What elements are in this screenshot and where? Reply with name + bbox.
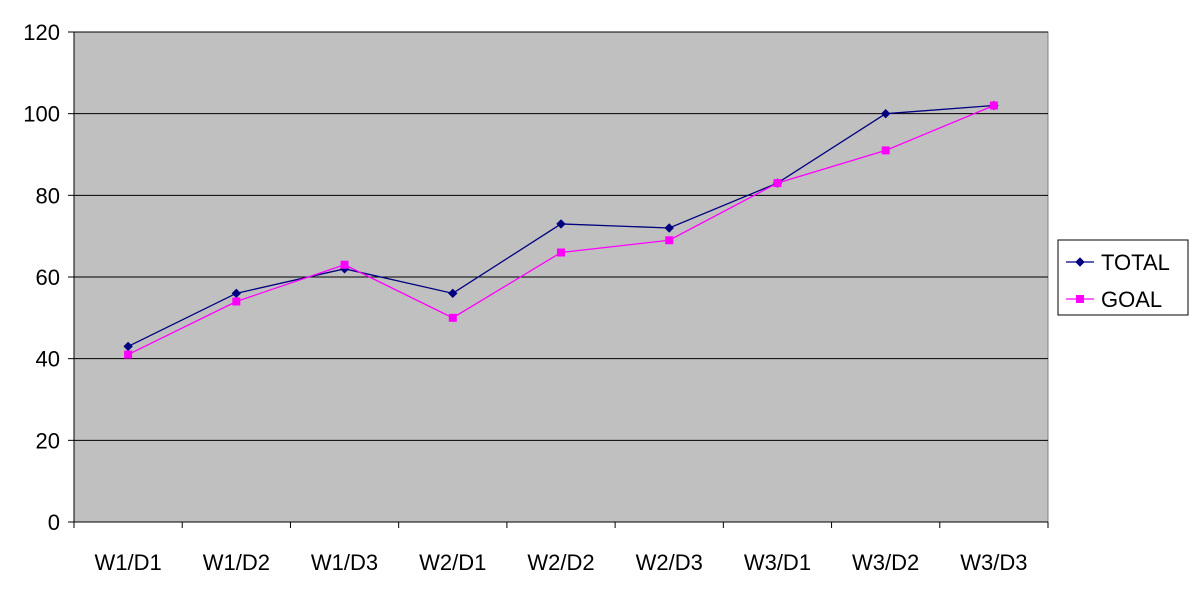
legend-marker-goal (1076, 295, 1084, 303)
x-axis-ticks: W1/D1 W1/D2 W1/D3 W2/D1 W2/D2 W2/D3 W3/D1 W3/D2… (73, 522, 1049, 575)
x-tick-label: W1/D3 (311, 550, 378, 575)
data-point-goal (557, 248, 565, 257)
series-group (123, 100, 999, 359)
x-tick-label: W3/D2 (852, 550, 919, 575)
legend-marker-total (1075, 257, 1085, 267)
data-point-goal (881, 146, 890, 155)
data-point-goal (448, 313, 457, 322)
x-tick-label: W3/D1 (744, 550, 811, 575)
data-point-goal (665, 236, 674, 245)
y-tick-label: 20 (36, 428, 60, 453)
legend: TOTAL GOAL (1057, 239, 1189, 316)
x-tick-label: W2/D1 (419, 550, 486, 575)
legend-item-total: TOTAL (1066, 250, 1170, 275)
x-tick-label: W1/D1 (94, 550, 161, 575)
legend-label-goal: GOAL (1101, 287, 1162, 312)
y-tick-label: 60 (36, 265, 60, 290)
y-tick-label: 40 (36, 347, 60, 372)
y-axis-ticks: 0 20 40 60 80 100 120 (23, 20, 74, 535)
data-point-goal (773, 179, 782, 188)
data-point-goal (124, 350, 133, 359)
data-point-total (448, 288, 458, 299)
data-point-goal (340, 260, 349, 269)
series-goal (124, 101, 998, 359)
data-point-total (123, 341, 133, 352)
data-point-goal (232, 297, 241, 306)
x-tick-label: W2/D3 (636, 550, 703, 575)
data-point-total (880, 108, 891, 119)
data-point-total (664, 223, 674, 233)
data-point-total (231, 288, 242, 299)
legend-label-total: TOTAL (1101, 250, 1170, 275)
data-point-goal (989, 101, 998, 110)
y-tick-label: 0 (48, 510, 60, 535)
x-tick-label: W1/D2 (203, 550, 270, 575)
y-tick-label: 80 (36, 183, 60, 208)
x-tick-label: W3/D3 (960, 550, 1027, 575)
data-point-total (556, 219, 566, 229)
legend-item-goal: GOAL (1066, 287, 1162, 312)
y-tick-label: 120 (23, 20, 60, 45)
gridlines (74, 31, 1048, 441)
x-tick-label: W2/D2 (527, 550, 594, 575)
y-tick-label: 100 (23, 102, 60, 127)
